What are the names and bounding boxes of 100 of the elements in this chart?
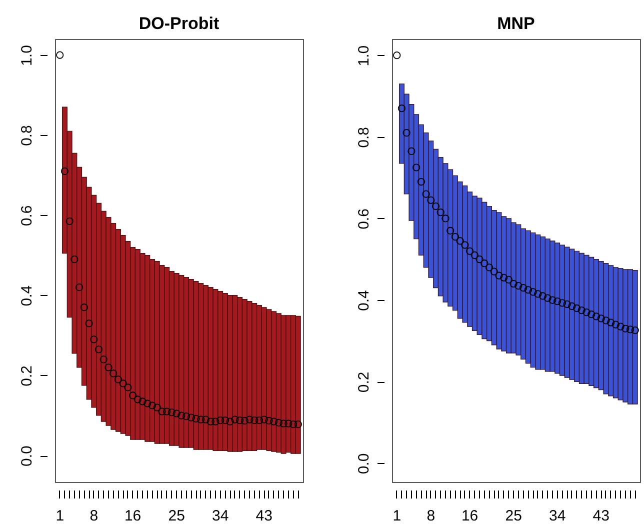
y-tick-label: 0.2 (18, 366, 36, 386)
point (500, 274, 508, 282)
point (402, 129, 410, 137)
point (104, 364, 112, 372)
x-tick-label: 16 (461, 508, 478, 524)
point (158, 408, 166, 416)
point (436, 208, 444, 216)
point (446, 226, 454, 235)
point (398, 104, 406, 112)
point (578, 306, 586, 314)
point (178, 412, 186, 420)
point (246, 416, 254, 424)
x-tick-label: 43 (256, 508, 272, 524)
point (70, 256, 78, 264)
point (427, 196, 435, 204)
point (456, 237, 464, 245)
point (602, 316, 610, 324)
point (172, 410, 180, 418)
point (538, 292, 547, 300)
point (466, 247, 474, 255)
point (187, 414, 195, 422)
point (153, 404, 161, 412)
point (588, 310, 596, 318)
point (197, 416, 205, 424)
y-tick-label: 0.4 (356, 290, 372, 311)
point (119, 380, 127, 388)
point (510, 280, 518, 288)
point (236, 416, 244, 424)
point (476, 255, 484, 264)
y-tick-label: 0.6 (356, 208, 372, 230)
x-tick-label: 1 (56, 508, 64, 524)
point (470, 251, 478, 259)
point (274, 418, 282, 427)
point (572, 304, 581, 312)
point (412, 164, 420, 172)
point (138, 398, 146, 406)
point (544, 294, 552, 302)
point (631, 326, 639, 334)
point (134, 396, 142, 404)
y-tick-label: 0.4 (18, 285, 36, 306)
point (558, 299, 566, 307)
point (270, 418, 278, 426)
x-tick-label: 43 (592, 508, 610, 524)
point (250, 416, 258, 424)
point (582, 308, 590, 316)
x-tick-label: 34 (212, 508, 229, 524)
point (612, 320, 620, 328)
y-tick-label: 0.0 (356, 453, 372, 474)
point (114, 376, 122, 384)
point (265, 416, 273, 425)
point (168, 408, 176, 416)
point (432, 202, 440, 210)
point (163, 408, 171, 416)
point (212, 418, 220, 426)
point (616, 322, 624, 330)
point (422, 190, 430, 198)
x-tick-label: 25 (505, 508, 522, 524)
point (442, 214, 450, 222)
point (129, 392, 137, 400)
x-tick-label: 1 (392, 508, 402, 524)
point (495, 272, 503, 280)
point (226, 418, 234, 426)
y-tick-label: 0.6 (18, 205, 36, 226)
x-tick-label: 34 (548, 508, 566, 524)
point (66, 217, 74, 226)
point (289, 420, 298, 428)
y-tick-label: 0.8 (356, 126, 372, 148)
point (607, 318, 615, 326)
x-tick-label: 8 (426, 508, 436, 524)
point (408, 147, 416, 155)
point (294, 420, 302, 428)
point (260, 416, 268, 424)
point (206, 418, 214, 426)
x-tick-label: 25 (168, 508, 185, 524)
point (480, 260, 488, 268)
point (592, 312, 600, 320)
point (417, 178, 425, 186)
point (80, 304, 88, 312)
point (255, 416, 264, 424)
point (85, 320, 93, 328)
x-tick-label: 8 (90, 508, 98, 524)
point (240, 416, 248, 425)
point (626, 326, 634, 334)
point (519, 284, 528, 292)
point (110, 370, 118, 378)
y-tick-label: 0.8 (18, 125, 36, 146)
point (221, 416, 229, 424)
point (100, 356, 108, 364)
y-tick-label: 1.0 (18, 45, 36, 66)
point (534, 290, 542, 298)
point (548, 296, 556, 304)
point (94, 346, 103, 354)
point (393, 52, 401, 60)
y-tick-label: 0.0 (18, 446, 36, 466)
chart-title: MNP (497, 14, 535, 33)
point (192, 414, 200, 423)
point (622, 324, 630, 332)
point (451, 233, 460, 241)
point (563, 300, 571, 308)
point (231, 416, 239, 424)
